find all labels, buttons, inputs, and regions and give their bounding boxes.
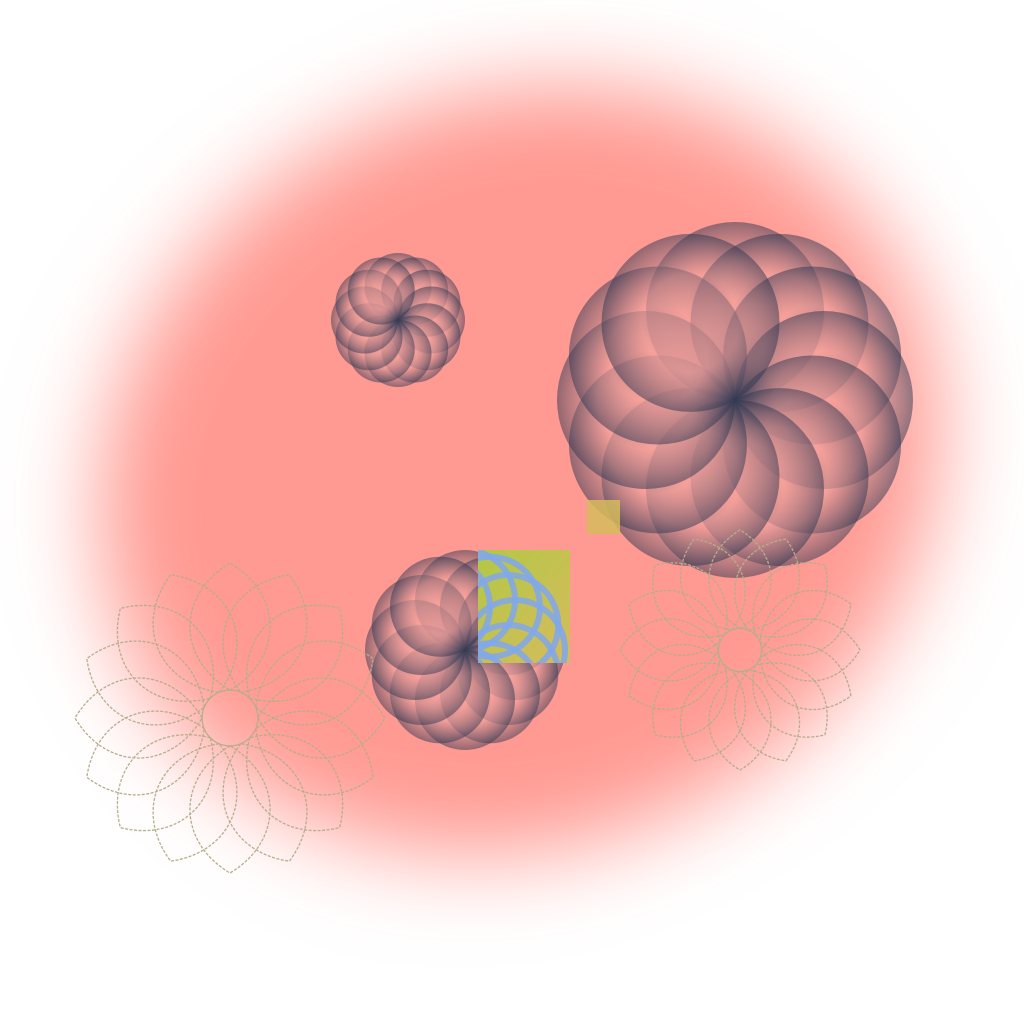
colored-patch-overlay bbox=[478, 550, 570, 663]
rosette-outline-left-petal bbox=[257, 677, 386, 759]
rosette-outline-left bbox=[74, 562, 386, 874]
rosette-outline-left-petal bbox=[152, 574, 238, 693]
rosette-outline-right-petal bbox=[759, 644, 852, 711]
rosette-small-top-petal bbox=[347, 257, 415, 325]
rosette-outline-right-petal bbox=[760, 618, 861, 682]
rosette-outline-left-petal bbox=[86, 710, 205, 796]
patch-petal bbox=[478, 640, 534, 663]
rosette-outline-right-petal bbox=[679, 669, 746, 762]
rosette-outline-left-petal bbox=[255, 710, 374, 796]
rosette-outline-right-center-ring bbox=[717, 627, 763, 673]
rosette-outline-right-petal bbox=[734, 669, 801, 762]
patch-petal bbox=[478, 622, 560, 663]
rosette-small-top bbox=[331, 253, 465, 387]
rosette-outline-right-petal bbox=[708, 529, 772, 630]
rosette-outline-right-petal bbox=[652, 562, 728, 638]
rosette-outline-right-petal bbox=[752, 562, 828, 638]
rosette-outline-left-center-ring bbox=[201, 689, 259, 747]
rosette-outline-left-petal bbox=[246, 734, 344, 832]
rosette-outline-left-petal bbox=[246, 604, 344, 702]
rosette-outline-right bbox=[619, 529, 861, 771]
rosette-outline-right-petal bbox=[734, 538, 801, 631]
rosette-outline-left-petal bbox=[255, 640, 374, 726]
rosette-outline-right-petal bbox=[619, 618, 720, 682]
rosette-outline-left-petal bbox=[152, 743, 238, 862]
patch-petal bbox=[478, 597, 568, 663]
patch-petal bbox=[478, 569, 493, 644]
rosette-outline-left-petal bbox=[189, 562, 271, 691]
rosette-outline-left-petal bbox=[86, 640, 205, 726]
rosette-outline-left-petal bbox=[189, 745, 271, 874]
rosette-outline-right-petal bbox=[628, 644, 721, 711]
rosette-outline-left-petal bbox=[222, 574, 308, 693]
rosette-outline-right-petal bbox=[679, 538, 746, 631]
rosette-outline-left-petal bbox=[116, 734, 214, 832]
rosette-outline-right-petal bbox=[759, 589, 852, 656]
rosette-outline-left-petal bbox=[74, 677, 203, 759]
patch-petal-pattern bbox=[478, 550, 568, 663]
rosette-large-right bbox=[557, 222, 913, 578]
rosette-outline-left-petal bbox=[116, 604, 214, 702]
rosette-outline-right-petal bbox=[652, 662, 728, 738]
rosette-outline-right-petal bbox=[628, 589, 721, 656]
rosette-outline-right-petal bbox=[752, 662, 828, 738]
rosette-medium-center-petal bbox=[390, 556, 490, 657]
rosette-outline-left-petal bbox=[222, 743, 308, 862]
rosette-outline-right-petal bbox=[708, 670, 772, 771]
small-yellow-square bbox=[587, 500, 620, 534]
rosette-large-right-petal bbox=[601, 233, 780, 412]
